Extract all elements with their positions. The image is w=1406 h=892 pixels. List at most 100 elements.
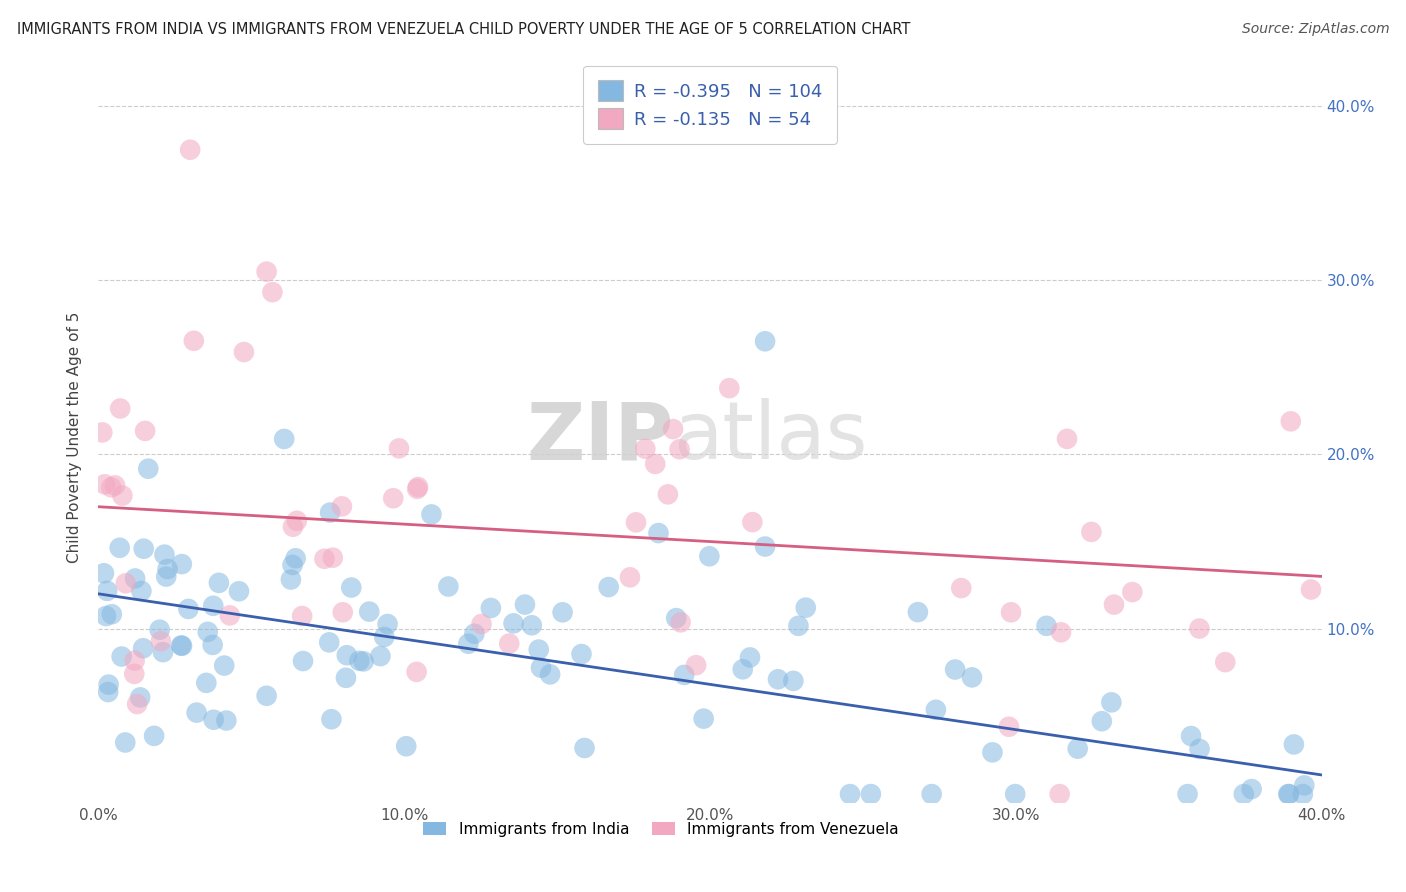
Point: [718, 381, 741, 395]
Point: [111, 489, 134, 503]
Point: [457, 637, 479, 651]
Point: [155, 569, 177, 583]
Text: ZIP: ZIP: [526, 398, 673, 476]
Point: [170, 557, 193, 571]
Point: [202, 713, 225, 727]
Point: [479, 601, 502, 615]
Point: [571, 647, 593, 661]
Point: [94, 609, 117, 624]
Point: [373, 630, 395, 644]
Point: [177, 602, 200, 616]
Point: [382, 491, 405, 506]
Point: [925, 703, 948, 717]
Point: [502, 616, 524, 631]
Point: [232, 345, 254, 359]
Point: [136, 461, 159, 475]
Point: [859, 787, 882, 801]
Point: [108, 401, 131, 416]
Point: [318, 635, 340, 649]
Point: [377, 617, 399, 632]
Point: [321, 712, 343, 726]
Point: [766, 673, 789, 687]
Point: [104, 478, 127, 492]
Point: [1000, 605, 1022, 619]
Point: [131, 584, 153, 599]
Point: [183, 334, 205, 348]
Point: [1004, 787, 1026, 801]
Point: [1049, 787, 1071, 801]
Point: [960, 670, 983, 684]
Point: [127, 697, 149, 711]
Point: [1099, 695, 1122, 709]
Point: [212, 658, 235, 673]
Point: [340, 581, 363, 595]
Point: [153, 548, 176, 562]
Point: [262, 285, 284, 300]
Point: [256, 265, 278, 279]
Point: [498, 636, 520, 650]
Point: [170, 639, 193, 653]
Point: [202, 599, 225, 613]
Point: [1080, 524, 1102, 539]
Point: [292, 654, 315, 668]
Point: [644, 457, 666, 471]
Point: [1282, 738, 1305, 752]
Point: [1233, 787, 1256, 801]
Point: [285, 514, 308, 528]
Point: [437, 580, 460, 594]
Point: [665, 611, 688, 625]
Point: [281, 519, 304, 533]
Point: [685, 658, 707, 673]
Point: [647, 526, 669, 541]
Point: [1035, 619, 1057, 633]
Point: [332, 605, 354, 619]
Point: [1294, 779, 1316, 793]
Point: [197, 624, 219, 639]
Point: [100, 607, 122, 622]
Point: [129, 690, 152, 705]
Point: [96, 583, 118, 598]
Point: [619, 570, 641, 584]
Point: [108, 541, 131, 555]
Point: [731, 662, 754, 676]
Y-axis label: Child Poverty Under the Age of 5: Child Poverty Under the Age of 5: [67, 311, 83, 563]
Point: [170, 639, 193, 653]
Point: [662, 422, 685, 436]
Text: Source: ZipAtlas.com: Source: ZipAtlas.com: [1241, 22, 1389, 37]
Point: [149, 623, 172, 637]
Point: [699, 549, 721, 564]
Point: [1188, 622, 1211, 636]
Point: [322, 550, 344, 565]
Point: [1050, 625, 1073, 640]
Point: [741, 515, 763, 529]
Point: [91, 425, 114, 440]
Point: [100, 480, 122, 494]
Point: [291, 609, 314, 624]
Point: [124, 666, 146, 681]
Point: [280, 573, 302, 587]
Legend: Immigrants from India, Immigrants from Venezuela: Immigrants from India, Immigrants from V…: [418, 815, 905, 843]
Point: [124, 572, 146, 586]
Text: IMMIGRANTS FROM INDIA VS IMMIGRANTS FROM VENEZUELA CHILD POVERTY UNDER THE AGE O: IMMIGRANTS FROM INDIA VS IMMIGRANTS FROM…: [17, 22, 910, 37]
Point: [794, 600, 817, 615]
Point: [907, 605, 929, 619]
Point: [97, 685, 120, 699]
Point: [839, 787, 862, 801]
Point: [551, 605, 574, 619]
Point: [1277, 787, 1299, 801]
Point: [943, 663, 966, 677]
Point: [624, 516, 647, 530]
Point: [673, 668, 696, 682]
Point: [152, 645, 174, 659]
Point: [463, 626, 485, 640]
Point: [1188, 742, 1211, 756]
Point: [388, 442, 411, 456]
Point: [114, 735, 136, 749]
Point: [692, 712, 714, 726]
Point: [1177, 787, 1199, 801]
Point: [405, 665, 427, 679]
Point: [527, 642, 550, 657]
Point: [134, 424, 156, 438]
Point: [1091, 714, 1114, 729]
Point: [787, 619, 810, 633]
